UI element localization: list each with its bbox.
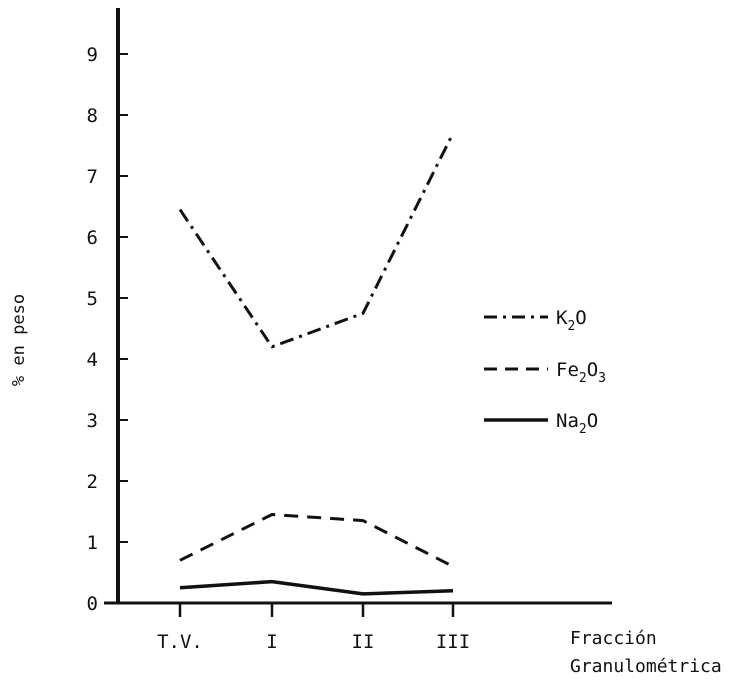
y-tick-label: 6 [87, 227, 98, 249]
y-tick-label: 2 [87, 471, 98, 493]
y-tick-label: 0 [87, 593, 98, 615]
x-tick-label: II [352, 631, 375, 653]
series-line-k2o [178, 132, 455, 349]
x-tick-label: III [436, 631, 470, 653]
x-tick-label: I [266, 631, 277, 653]
x-ticks: T.V. I II III [157, 603, 470, 653]
series-lines [178, 132, 455, 596]
legend-label-k2o: K2O [556, 307, 587, 334]
y-tick-label: 3 [87, 410, 98, 432]
y-tick-label: 5 [87, 288, 98, 310]
x-axis-label-line1: Fracción [570, 628, 657, 649]
series-line-na2o [179, 579, 454, 596]
x-tick-label: T.V. [157, 631, 203, 653]
legend: K2O Fe2O3 Na2O [484, 307, 606, 437]
y-tick-label: 8 [87, 105, 98, 127]
series-line-fe2o3 [179, 513, 454, 568]
y-tick-label: 7 [87, 166, 98, 188]
y-tick-label: 1 [87, 532, 98, 554]
legend-label-fe2o3: Fe2O3 [556, 359, 606, 386]
y-tick-label: 4 [87, 349, 98, 371]
y-tick-label: 9 [87, 44, 98, 66]
y-axis-label: % en peso [9, 294, 29, 386]
legend-label-na2o: Na2O [556, 410, 598, 437]
y-ticks: 0 1 2 3 4 5 6 7 8 9 [87, 44, 128, 615]
x-axis-label-line2: Granulométrica [570, 656, 722, 677]
